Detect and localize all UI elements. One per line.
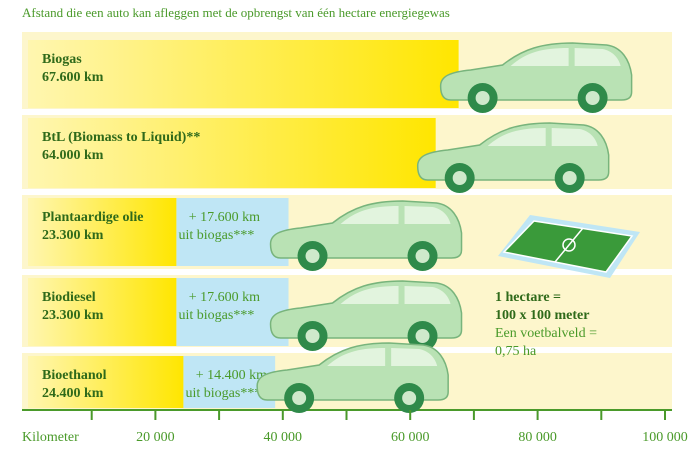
x-tick-label: 80 000 [518, 430, 557, 445]
car-hub [563, 171, 577, 185]
extra-note: uit biogas*** [178, 308, 254, 323]
x-tick-label: 20 000 [136, 430, 175, 445]
car-hub [416, 249, 430, 263]
category-label: Bioethanol [42, 368, 107, 383]
extra-value-label: + 17.600 km [189, 290, 260, 305]
extra-value-label: + 14.400 km [196, 368, 267, 383]
value-label: 64.000 km [42, 148, 104, 163]
car-hub [306, 249, 320, 263]
category-label: BtL (Biomass to Liquid)** [42, 130, 200, 145]
car-hub [306, 329, 320, 343]
extra-value-label: + 17.600 km [189, 210, 260, 225]
extra-note: uit biogas*** [178, 228, 254, 243]
car-hub [416, 329, 430, 343]
extra-note: uit biogas*** [186, 386, 262, 401]
x-tick-label: 100 000 [642, 430, 688, 445]
value-label: 23.300 km [42, 228, 104, 243]
x-axis-label: Kilometer [22, 430, 79, 445]
value-label: 67.600 km [42, 70, 104, 85]
car-hub [402, 391, 416, 405]
x-tick-label: 40 000 [264, 430, 303, 445]
value-label: 23.300 km [42, 308, 104, 323]
chart-title: Afstand die een auto kan afleggen met de… [22, 5, 450, 20]
annotation: 100 x 100 meter [495, 308, 589, 323]
annotation: 0,75 ha [495, 344, 537, 359]
car-hub [292, 391, 306, 405]
category-label: Biodiesel [42, 290, 96, 305]
annotation: 1 hectare = [495, 290, 561, 305]
chart: Afstand die een auto kan afleggen met de… [0, 0, 700, 450]
value-label: 24.400 km [42, 386, 104, 401]
car-hub [586, 91, 600, 105]
annotation: Een voetbalveld = [495, 326, 597, 341]
category-label: Biogas [42, 52, 82, 67]
x-tick-label: 60 000 [391, 430, 430, 445]
category-label: Plantaardige olie [42, 210, 144, 225]
car-hub [453, 171, 467, 185]
car-hub [476, 91, 490, 105]
